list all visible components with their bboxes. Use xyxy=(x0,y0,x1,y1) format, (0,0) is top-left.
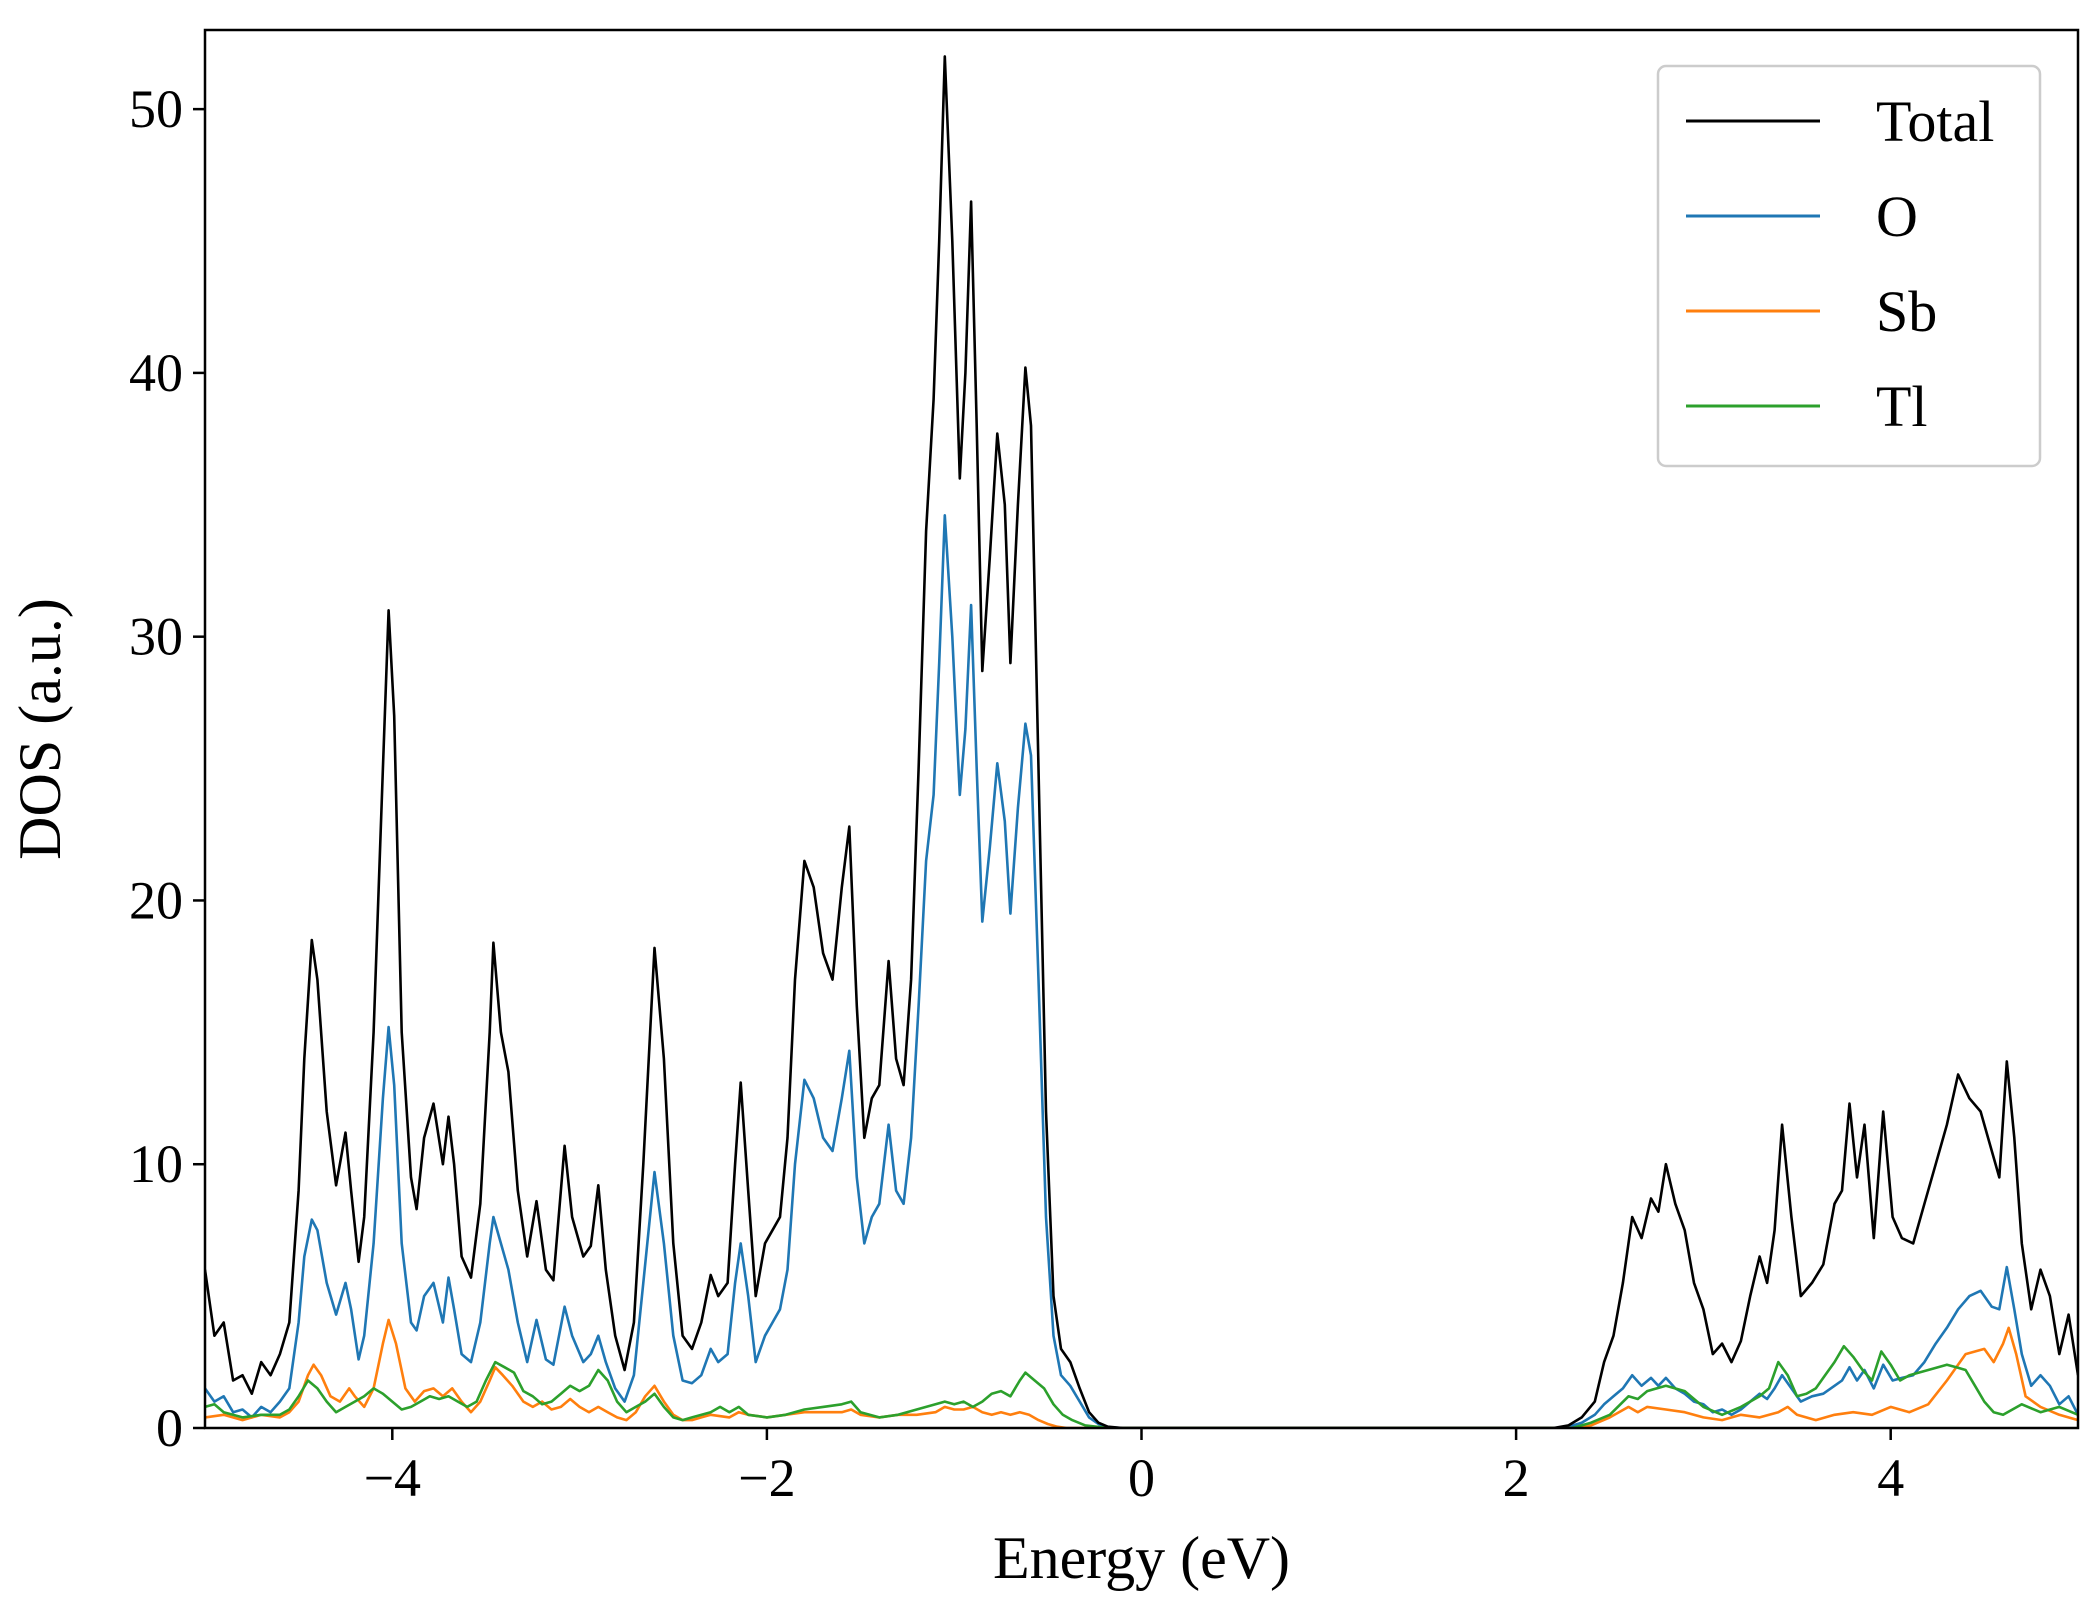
series-line-tl xyxy=(205,1344,2078,1428)
x-axis-label: Energy (eV) xyxy=(993,1525,1290,1591)
x-tick-label: 4 xyxy=(1877,1448,1904,1508)
legend-label-sb: Sb xyxy=(1876,279,1937,344)
legend-label-tl: Tl xyxy=(1876,374,1928,439)
series-line-o xyxy=(205,514,2078,1428)
y-tick-label: 20 xyxy=(129,870,183,930)
x-tick-label: −4 xyxy=(364,1448,421,1508)
x-tick-label: −2 xyxy=(738,1448,795,1508)
y-axis-label: DOS (a.u.) xyxy=(7,598,73,860)
x-tick-label: 0 xyxy=(1128,1448,1155,1508)
legend: Total O Sb Tl xyxy=(1656,64,2042,468)
y-tick-label: 0 xyxy=(156,1398,183,1458)
legend-label-o: O xyxy=(1876,184,1918,249)
series-layer xyxy=(205,55,2078,1428)
x-tick-label: 2 xyxy=(1503,1448,1530,1508)
y-tick-label: 50 xyxy=(129,79,183,139)
y-tick-label: 30 xyxy=(129,607,183,667)
y-tick-label: 10 xyxy=(129,1134,183,1194)
y-tick-label: 40 xyxy=(129,343,183,403)
series-line-total xyxy=(205,55,2078,1428)
legend-box xyxy=(1656,64,2042,468)
legend-label-total: Total xyxy=(1876,89,1994,154)
